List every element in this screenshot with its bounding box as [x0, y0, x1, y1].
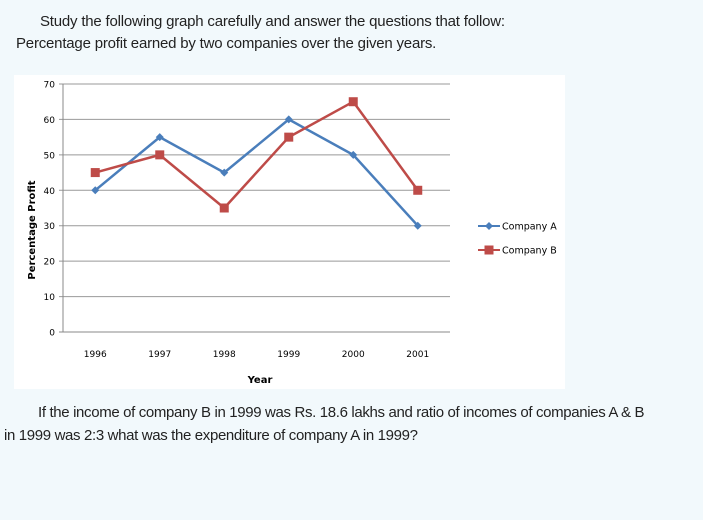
diamond-marker	[349, 150, 358, 159]
x-axis-label: Year	[247, 375, 273, 386]
legend-label: Company B	[502, 246, 557, 257]
y-tick-label: 50	[44, 151, 56, 161]
square-marker	[413, 185, 423, 195]
x-tick-label: 2001	[406, 350, 429, 360]
diamond-marker	[220, 168, 229, 177]
question-line-2: in 1999 was 2:3 what was the expenditure…	[4, 427, 418, 444]
x-tick-label: 1998	[213, 350, 236, 360]
x-tick-label: 1999	[277, 350, 300, 360]
y-tick-label: 10	[44, 293, 56, 303]
diamond-marker	[284, 115, 293, 124]
diamond-marker	[91, 186, 100, 195]
square-marker	[155, 150, 165, 160]
diamond-marker	[413, 221, 422, 230]
y-axis-label: Percentage Profit	[27, 180, 38, 279]
series-line-company-b	[94, 100, 419, 210]
line-chart: 0 10 20 30 40 50 60 70 1996 1997 1998 1999 2000 2001…	[27, 81, 557, 387]
y-tick-label: 60	[44, 116, 56, 126]
series-line-company-a	[94, 117, 419, 227]
x-tick-label: 1996	[84, 350, 107, 360]
legend-label: Company A	[502, 222, 557, 233]
square-marker	[348, 97, 358, 107]
intro-line-2: Percentage profit earned by two companie…	[16, 35, 437, 52]
square-marker	[219, 203, 229, 213]
square-marker	[284, 132, 294, 142]
square-marker	[484, 245, 494, 255]
square-marker	[90, 168, 100, 178]
question-line-1: If the income of company B in 1999 was R…	[38, 404, 645, 421]
intro-line-1: Study the following graph carefully and …	[40, 13, 505, 30]
x-tick-label: 2000	[342, 350, 365, 360]
y-tick-label: 40	[44, 187, 56, 197]
y-tick-label: 30	[44, 222, 56, 232]
y-tick-label: 20	[44, 258, 56, 268]
y-tick-label: 0	[49, 329, 55, 339]
chart-panel: 0 10 20 30 40 50 60 70 1996 1997 1998 1999 2000 2001…	[14, 75, 565, 389]
y-tick-label: 70	[44, 81, 56, 91]
x-tick-label: 1997	[148, 350, 171, 360]
diamond-marker	[155, 133, 164, 142]
diamond-marker	[485, 222, 493, 230]
